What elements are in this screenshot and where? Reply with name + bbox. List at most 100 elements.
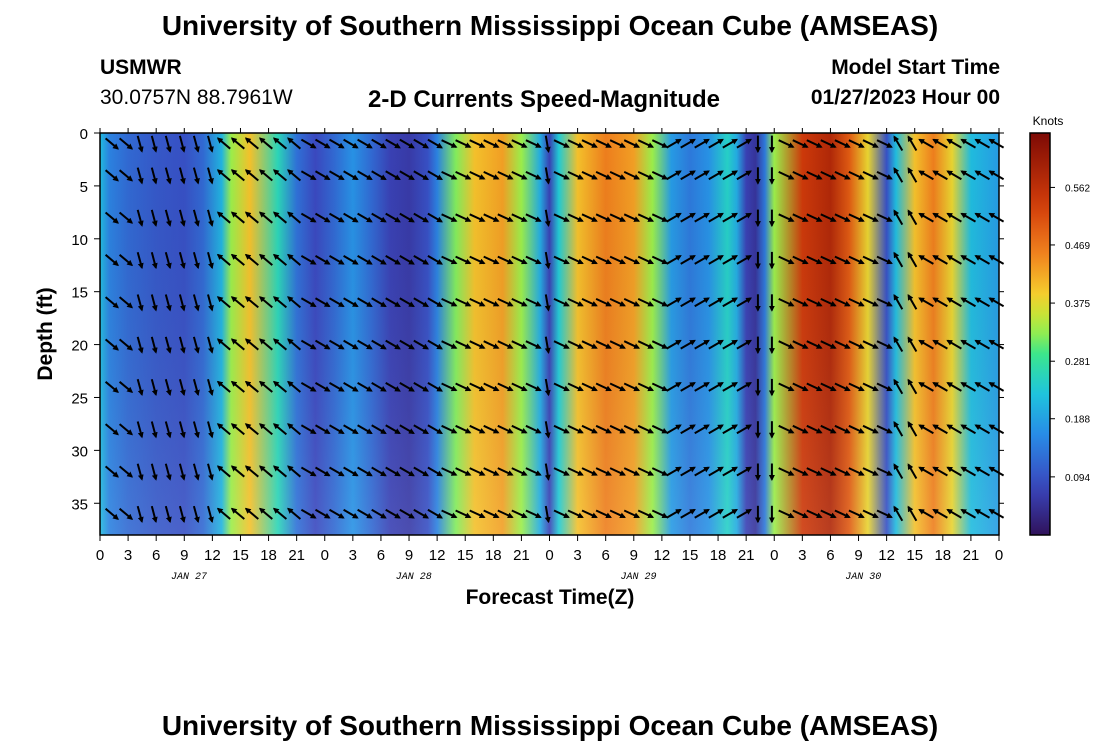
current-vector-arrow <box>385 170 401 181</box>
current-vector-arrow <box>544 463 551 481</box>
current-vector-arrow <box>314 212 331 223</box>
current-vector-arrow <box>399 297 415 308</box>
current-vector-arrow <box>427 382 443 392</box>
x-tick-label: 9 <box>630 547 638 564</box>
current-vector-arrow <box>483 424 500 434</box>
current-vector-arrow <box>806 424 823 434</box>
current-vector-arrow <box>104 137 119 150</box>
current-vector-arrow <box>413 508 430 519</box>
current-vector-arrow <box>609 213 626 222</box>
current-vector-arrow <box>637 424 655 434</box>
y-tick-label: 20 <box>71 338 88 355</box>
current-vector-arrow <box>848 213 865 222</box>
current-vector-arrow <box>834 170 851 180</box>
current-vector-arrow <box>722 508 739 519</box>
current-vector-arrow <box>722 297 739 308</box>
current-vector-arrow <box>136 209 144 227</box>
current-vector-arrow <box>553 424 570 434</box>
current-vector-arrow <box>736 339 752 350</box>
current-vector-arrow <box>455 213 472 222</box>
current-vector-arrow <box>258 423 273 436</box>
colorbar-tick-label: 0.562 <box>1065 183 1090 194</box>
current-vector-arrow <box>567 255 584 265</box>
current-vector-arrow <box>469 139 486 148</box>
current-vector-arrow <box>258 296 273 309</box>
current-vector-arrow <box>427 466 443 477</box>
current-vector-arrow <box>192 135 200 153</box>
current-vector-arrow <box>680 424 696 435</box>
current-vector-arrow <box>960 339 976 350</box>
current-vector-arrow <box>178 251 186 270</box>
current-vector-arrow <box>946 424 962 435</box>
current-vector-arrow <box>722 255 739 265</box>
current-vector-arrow <box>988 424 1005 435</box>
current-vector-arrow <box>907 167 918 183</box>
current-vector-arrow <box>371 339 387 350</box>
current-vector-arrow <box>694 382 710 392</box>
current-vector-arrow <box>272 211 288 224</box>
current-vector-arrow <box>511 340 528 349</box>
colorbar-ticks: 0.094 0.188 0.281 0.375 0.469 0.562 <box>1050 183 1090 484</box>
station-coords: 30.0757N 88.7961W <box>100 86 293 109</box>
date-label: JAN 28 <box>396 572 432 583</box>
current-vector-arrow <box>207 336 214 354</box>
current-vector-arrow <box>497 297 514 307</box>
current-vector-arrow <box>371 508 387 519</box>
current-vector-arrow <box>258 253 273 266</box>
current-vector-arrow <box>834 213 851 222</box>
current-vector-arrow <box>192 209 200 227</box>
current-vector-arrow <box>623 340 641 349</box>
current-vector-arrow <box>907 251 918 268</box>
date-label: JAN 30 <box>845 572 881 583</box>
current-vector-arrow <box>413 466 430 477</box>
current-vector-arrow <box>932 466 948 477</box>
current-vector-arrow <box>164 463 172 481</box>
current-vector-arrow <box>164 251 172 270</box>
current-vector-arrow <box>553 297 570 307</box>
current-vector-arrow <box>680 339 696 350</box>
depth-shading <box>100 133 999 535</box>
current-vector-arrow <box>623 509 641 519</box>
current-vector-arrow <box>399 508 415 519</box>
x-tick-label: 12 <box>204 547 221 564</box>
current-vector-arrow <box>553 340 570 349</box>
current-vector-arrow <box>988 339 1005 350</box>
current-vector-arrow <box>553 382 570 392</box>
colorbar-tick-label: 0.281 <box>1065 357 1090 368</box>
current-vector-arrow <box>932 212 948 223</box>
current-vector-arrow <box>722 424 739 435</box>
current-vector-arrow <box>164 135 172 153</box>
current-vector-arrow <box>427 297 443 308</box>
current-vector-arrow <box>230 423 245 436</box>
current-vector-arrow <box>300 212 317 223</box>
current-vector-arrow <box>483 467 500 476</box>
current-vector-arrow <box>343 297 359 308</box>
current-vector-arrow <box>207 378 214 397</box>
current-vector-arrow <box>413 339 430 350</box>
current-vector-arrow <box>666 138 682 149</box>
current-vector-arrow <box>118 381 134 393</box>
current-vector-arrow <box>988 170 1005 181</box>
current-vector-arrow <box>651 255 669 265</box>
current-vector-arrow <box>244 338 259 351</box>
current-vector-arrow <box>609 340 626 349</box>
current-vector-arrow <box>385 339 401 350</box>
x-tick-label: 18 <box>934 547 951 564</box>
current-vector-arrow <box>862 467 879 476</box>
current-vector-arrow <box>694 297 710 308</box>
current-vector-arrow <box>136 463 144 481</box>
current-vector-arrow <box>329 339 345 350</box>
current-vector-arrow <box>708 466 724 477</box>
current-vector-arrow <box>581 213 598 222</box>
current-vector-arrow <box>778 255 795 265</box>
current-vector-arrow <box>581 424 598 434</box>
current-vector-arrow <box>399 170 415 181</box>
current-vector-arrow <box>178 421 186 439</box>
current-vector-arrow <box>708 255 724 265</box>
current-vector-arrow <box>192 294 200 312</box>
current-vector-arrow <box>371 424 387 435</box>
current-vector-arrow <box>118 423 134 436</box>
current-vector-arrow <box>806 213 823 222</box>
current-vector-arrow <box>329 508 345 519</box>
current-vector-arrow <box>511 139 528 148</box>
